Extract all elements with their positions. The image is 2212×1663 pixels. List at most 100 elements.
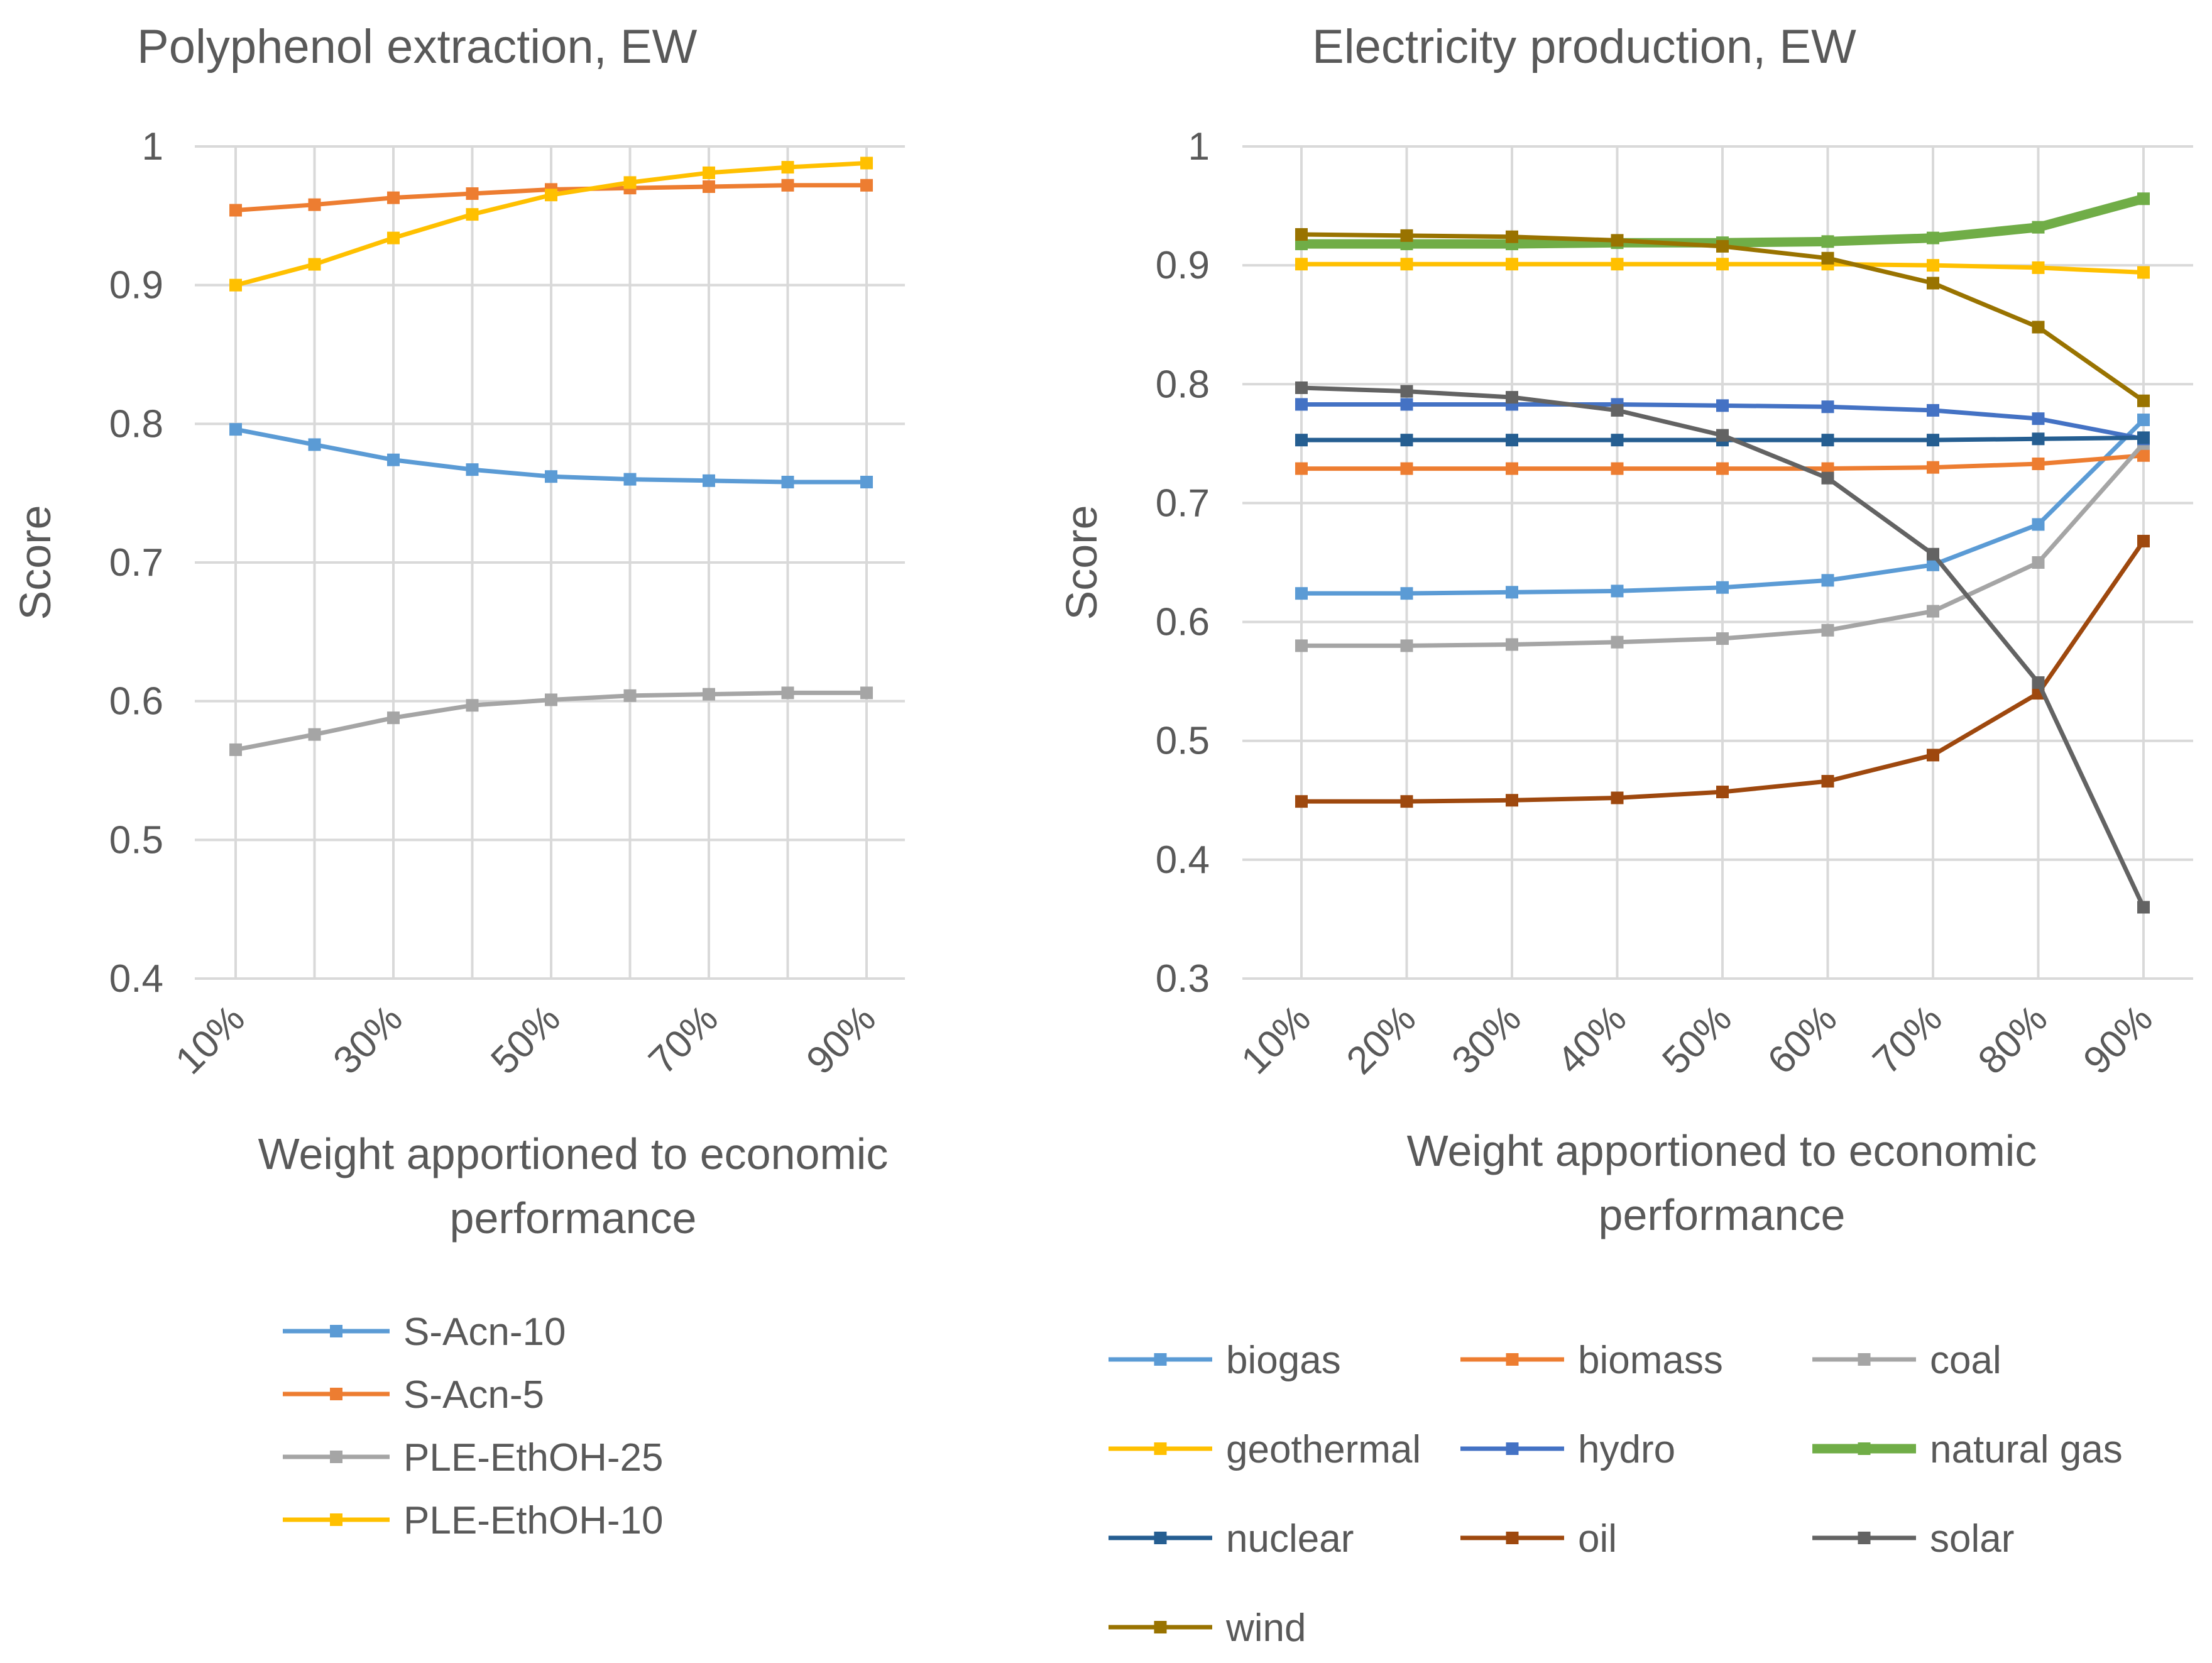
x-tick-label: 10% [1233,997,1319,1083]
data-point [781,161,794,174]
series-wind [1295,228,2150,407]
data-point [1295,381,1308,394]
legend-item: natural gas [1812,1428,2123,1471]
y-tick-label: 0.5 [1156,720,1210,763]
data-point [1716,399,1729,412]
chart-title: Electricity production, EW [1312,20,1856,74]
data-point [1506,391,1518,404]
data-point [1716,786,1729,799]
data-point [2137,266,2150,279]
data-point [1295,639,1308,652]
data-point [308,438,321,451]
data-point [2032,432,2045,446]
data-point [2137,414,2150,427]
data-point [1295,462,1308,475]
data-point [1506,794,1518,807]
data-point [229,204,242,217]
y-tick-label: 0.6 [109,680,163,723]
legend-label: biogas [1226,1339,1341,1382]
legend-label: S-Acn-10 [403,1310,566,1354]
y-tick-label: 1 [142,125,163,168]
x-tick-label: 30% [1443,997,1530,1083]
legend-item: nuclear [1109,1517,1354,1561]
data-point [2032,321,2045,334]
data-point [781,686,794,700]
legend-swatch-marker [330,1513,342,1526]
y-tick-label: 0.7 [109,541,163,585]
legend-label: PLE-EthOH-10 [403,1499,664,1542]
data-point [860,686,873,700]
data-point [2032,458,2045,471]
legend-swatch-marker [1506,1532,1519,1544]
x-tick-label: 90% [2075,997,2161,1083]
data-point [545,189,557,202]
data-point [1400,434,1413,447]
data-point [1716,581,1729,594]
data-point [703,474,715,487]
data-point [860,476,873,489]
series-coal [1295,437,2150,652]
data-point [2137,449,2150,462]
data-point [1927,434,1939,447]
data-point [1716,429,1729,442]
series-s-acn-10 [229,423,873,489]
data-point [1400,462,1413,475]
data-point [623,176,637,189]
data-point [1821,400,1834,414]
data-point [2137,394,2150,407]
data-point [229,278,242,292]
legend-item: solar [1812,1517,2014,1561]
data-point [545,470,557,483]
legend-swatch-marker [1506,1442,1519,1455]
data-point [1295,587,1308,600]
data-point [1927,605,1939,618]
legend-item: wind [1109,1606,1306,1650]
data-point [1295,795,1308,808]
legend-item: PLE-EthOH-25 [283,1436,664,1479]
data-point [466,208,479,221]
data-point [1716,258,1729,271]
data-point [466,187,479,200]
data-point [1821,462,1834,475]
data-point [1611,791,1624,804]
y-tick-label: 0.4 [109,957,163,1001]
data-point [2032,221,2045,234]
data-point [703,180,715,193]
data-point [229,743,242,756]
y-tick-label: 0.5 [109,818,163,862]
legend-item: PLE-EthOH-10 [283,1499,664,1542]
legend-swatch-marker [1858,1532,1871,1544]
data-point [1821,434,1834,447]
data-point [1611,434,1624,447]
y-tick-label: 0.9 [109,264,163,307]
data-point [1927,749,1939,762]
legend-swatch-marker [1506,1353,1519,1366]
legend-item: oil [1460,1517,1617,1561]
legend-swatch-marker [1154,1442,1167,1455]
data-point [860,178,873,192]
legend-item: geothermal [1109,1428,1421,1471]
series-ple-ethoh-25 [229,686,873,756]
data-point [466,463,479,476]
data-point [1400,639,1413,652]
data-point [1716,462,1729,475]
legend-swatch-marker [1154,1353,1167,1366]
legend-item: S-Acn-10 [283,1310,566,1354]
series-biogas [1295,414,2150,600]
y-tick-label: 0.9 [1156,244,1210,287]
data-point [1821,251,1834,265]
x-axis-title: performance [1599,1190,1846,1239]
data-point [229,423,242,436]
data-point [1400,795,1413,808]
data-point [1400,258,1413,271]
data-point [1611,585,1624,598]
data-point [1295,434,1308,447]
legend-swatch-marker [1858,1353,1871,1366]
data-point [1400,587,1413,600]
y-tick-label: 0.6 [1156,601,1210,644]
data-point [2032,556,2045,569]
data-point [1506,230,1518,243]
data-point [1611,635,1624,649]
legend-label: S-Acn-5 [403,1373,544,1417]
